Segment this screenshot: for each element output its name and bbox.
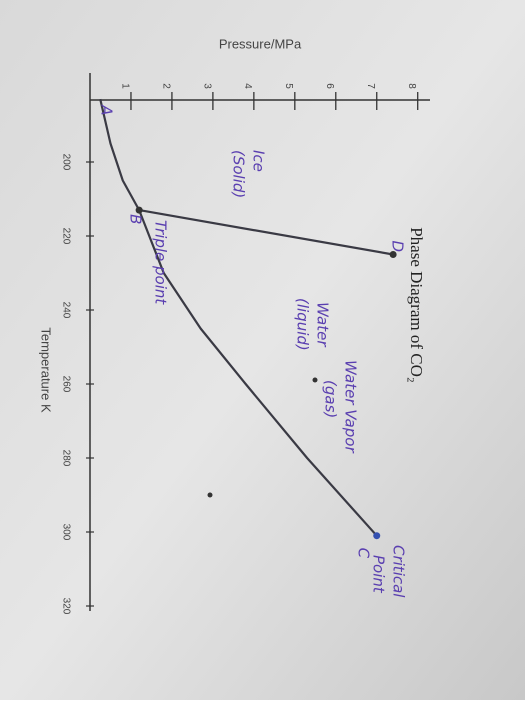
y-tick-label: 6: [324, 83, 335, 89]
chart-title: Phase Diagram of CO₂: [407, 227, 426, 383]
y-tick-label: 7: [365, 83, 376, 89]
y-tick-label: 2: [160, 83, 171, 89]
x-tick-label: 300: [60, 524, 71, 541]
x-tick-label: 320: [60, 598, 71, 615]
y-tick-label: 3: [201, 83, 212, 89]
y-tick-label: 4: [242, 83, 253, 89]
y-tick-label: 1: [119, 83, 130, 89]
point-marker: [389, 251, 397, 258]
point-label: B: [127, 214, 145, 224]
annotation: (gas): [322, 380, 340, 418]
y-axis-label: Pressure/MPa: [219, 36, 302, 51]
annotation: Critical: [390, 545, 408, 598]
x-axis-label: Temperature K: [39, 327, 54, 413]
x-tick-label: 280: [60, 450, 71, 467]
x-tick-label: 220: [60, 228, 71, 245]
annotation: (liquid): [294, 298, 312, 351]
dot: [207, 492, 213, 498]
annotation: Ice: [250, 150, 268, 172]
annotation: Water Vapor: [342, 360, 360, 453]
point-label: D: [389, 241, 407, 253]
x-tick-label: 200: [60, 154, 71, 171]
annotation: Water: [314, 302, 332, 347]
point-label: C: [354, 548, 372, 559]
point-marker: [135, 206, 143, 214]
x-tick-label: 240: [60, 302, 71, 319]
annotation: (Solid): [230, 150, 248, 198]
y-tick-label: 5: [283, 83, 294, 89]
phase-boundary: [99, 98, 141, 211]
x-tick-label: 260: [60, 376, 71, 393]
y-tick-label: 8: [406, 83, 417, 89]
point-marker: [373, 532, 381, 540]
point-label: A: [98, 104, 116, 115]
annotation: Triple point: [152, 220, 170, 305]
annotation: Point: [370, 555, 388, 594]
dot: [312, 377, 318, 383]
phase-boundary: [138, 209, 378, 537]
phase-boundary: [138, 209, 394, 256]
